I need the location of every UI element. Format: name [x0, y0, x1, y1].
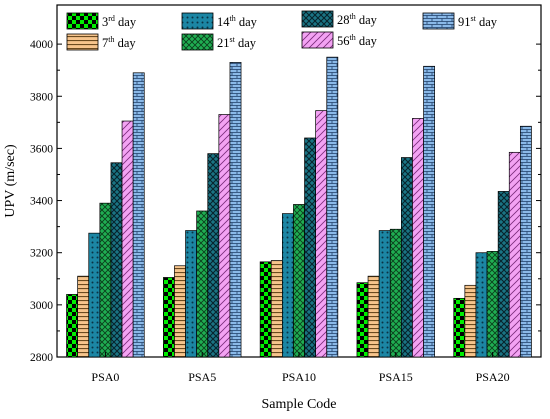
legend-label-suffix: th	[230, 14, 236, 23]
legend-label-d3: 3rd day	[102, 14, 137, 29]
x-tick-label-psa10: PSA10	[282, 370, 316, 384]
bar-d14-psa10	[282, 213, 294, 358]
bar-d14-psa5	[185, 230, 198, 358]
bar-d3-psa10	[259, 261, 272, 358]
legend-label-d56: 56th day	[337, 33, 378, 48]
legend-label-suffix: rd	[108, 14, 115, 23]
legend-label-number: 7	[102, 36, 108, 50]
bar-d91-psa20	[519, 125, 532, 358]
bar-d21-psa10	[293, 204, 305, 358]
legend-label-rest: day	[235, 36, 257, 50]
bar-d28-psa0	[110, 162, 123, 358]
x-tick-label-psa20: PSA20	[476, 370, 510, 384]
bar-d21-psa5	[196, 210, 209, 358]
legend-label-d14: 14th day	[217, 14, 258, 29]
bar-d7-psa10	[270, 260, 283, 358]
legend-label-number: 3	[102, 15, 108, 29]
legend-label-suffix: th	[350, 33, 356, 42]
y-axis: 2800 3000 3200 3400 3600 3800 4000	[30, 39, 541, 364]
legend-label-d91: 91st day	[458, 14, 498, 29]
bar-d91-psa10	[326, 56, 339, 358]
bar-d7-psa15	[367, 275, 380, 358]
legend-label-d28: 28th day	[337, 12, 378, 27]
y-tick-label: 3800	[30, 91, 53, 103]
legend-label-rest: day	[114, 36, 136, 50]
legend-label-rest: day	[115, 15, 137, 29]
y-tick-label: 2800	[30, 352, 53, 364]
bars-group	[66, 56, 532, 358]
bar-d14-psa0	[88, 232, 101, 358]
legend-swatch-d91	[422, 12, 455, 30]
y-axis-title: UPV (m/sec)	[3, 144, 18, 218]
legend-label-number: 28	[337, 13, 350, 27]
bar-d3-psa5	[163, 277, 175, 358]
y-tick-label: 4000	[30, 39, 53, 51]
legend-swatch-d56	[301, 31, 334, 49]
legend-label-number: 56	[337, 34, 350, 48]
x-axis: PSA0 PSA5 PSA10 PSA15 PSA20	[91, 352, 510, 384]
bar-d56-psa5	[218, 114, 231, 358]
legend-label-number: 91	[458, 15, 471, 29]
bar-d28-psa15	[401, 157, 413, 358]
legend-swatch-d28	[301, 10, 334, 28]
bar-d56-psa20	[508, 151, 521, 358]
bar-d28-psa10	[304, 137, 316, 358]
x-tick-label-psa5: PSA5	[188, 370, 216, 384]
x-tick-label-psa0: PSA0	[91, 370, 119, 384]
bar-d91-psa0	[132, 72, 145, 358]
bar-d21-psa20	[486, 251, 499, 358]
bar-d7-psa0	[77, 275, 90, 358]
bar-d21-psa15	[389, 228, 402, 358]
legend-swatch-d7	[66, 33, 99, 51]
legend-label-suffix: st	[471, 14, 477, 23]
bar-d56-psa15	[412, 118, 424, 358]
bar-d3-psa0	[66, 294, 79, 358]
bar-d91-psa15	[423, 65, 435, 358]
legend-label-suffix: st	[230, 35, 236, 44]
legend-label-rest: day	[236, 15, 258, 29]
legend-label-number: 21	[217, 36, 230, 50]
legend-label-rest: day	[356, 13, 378, 27]
y-tick-label: 3000	[30, 300, 53, 312]
bar-d28-psa5	[207, 153, 220, 358]
legend-label-d7: 7th day	[102, 35, 136, 50]
x-tick-label-psa15: PSA15	[379, 370, 413, 384]
legend-swatch-d14	[181, 12, 214, 30]
bar-d3-psa20	[453, 297, 466, 358]
y-tick-label: 3400	[30, 196, 53, 208]
y-tick-label: 3600	[30, 143, 53, 155]
legend-label-number: 14	[217, 15, 230, 29]
bar-d7-psa5	[174, 265, 186, 358]
legend-label-rest: day	[476, 15, 498, 29]
bar-d28-psa20	[497, 191, 510, 358]
bar-d3-psa15	[356, 282, 369, 358]
bar-d56-psa10	[315, 110, 328, 358]
x-axis-title: Sample Code	[261, 397, 336, 412]
bar-d21-psa0	[99, 202, 112, 358]
bar-d7-psa20	[464, 284, 477, 358]
legend-swatch-d3	[66, 12, 99, 30]
legend-label-suffix: th	[108, 35, 114, 44]
bar-d14-psa20	[475, 252, 488, 358]
bar-d14-psa15	[378, 230, 391, 358]
legend-label-rest: day	[356, 34, 378, 48]
bar-d91-psa5	[229, 62, 242, 358]
legend-label-suffix: th	[350, 12, 356, 21]
legend-label-d21: 21st day	[217, 35, 257, 50]
y-tick-label: 3200	[30, 248, 53, 260]
legend-swatch-d21	[181, 33, 214, 51]
bar-d56-psa0	[121, 120, 134, 358]
